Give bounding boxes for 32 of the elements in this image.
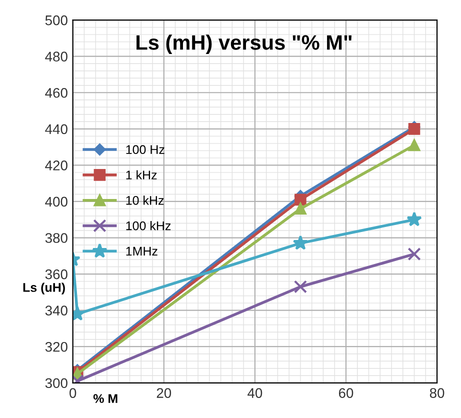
legend-label: 10 kHz	[126, 196, 164, 205]
legend-label: 1MHz	[126, 246, 158, 256]
text: Ls (mH) versus "% M"	[136, 34, 352, 54]
legend-label: 100 kHz	[126, 221, 171, 230]
point	[408, 123, 420, 135]
x-axis-title: % M	[93, 394, 118, 403]
y-tick-label: 380	[45, 233, 68, 243]
y-tick-label: 340	[45, 306, 68, 316]
legend-label: 1 kHz	[126, 170, 157, 180]
y-tick-label: 420	[45, 160, 68, 170]
x-tick-label: 60	[338, 388, 354, 398]
legend-label: 100 Hz	[126, 145, 164, 154]
point	[72, 306, 86, 321]
y-axis-title: Ls (uH)	[23, 282, 65, 294]
y-tick-label: 460	[45, 88, 68, 98]
x-tick-label: 80	[430, 388, 444, 398]
point	[408, 139, 420, 152]
point	[294, 280, 308, 294]
x-tick-label: 20	[156, 388, 172, 398]
y-tick-label: 360	[45, 269, 68, 280]
y-tick-label: 400	[45, 196, 68, 207]
x-tick-label: 40	[248, 388, 262, 398]
y-tick-label: 300	[45, 378, 68, 388]
y-tick-label: 500	[45, 15, 68, 26]
point	[408, 247, 421, 261]
y-tick-label: 440	[45, 124, 68, 134]
y-tick-label: 320	[45, 342, 68, 352]
point	[294, 202, 306, 215]
y-tick-label: 480	[45, 52, 68, 62]
point	[406, 212, 422, 226]
point	[294, 194, 306, 206]
x-tick-label: 0	[70, 388, 76, 398]
